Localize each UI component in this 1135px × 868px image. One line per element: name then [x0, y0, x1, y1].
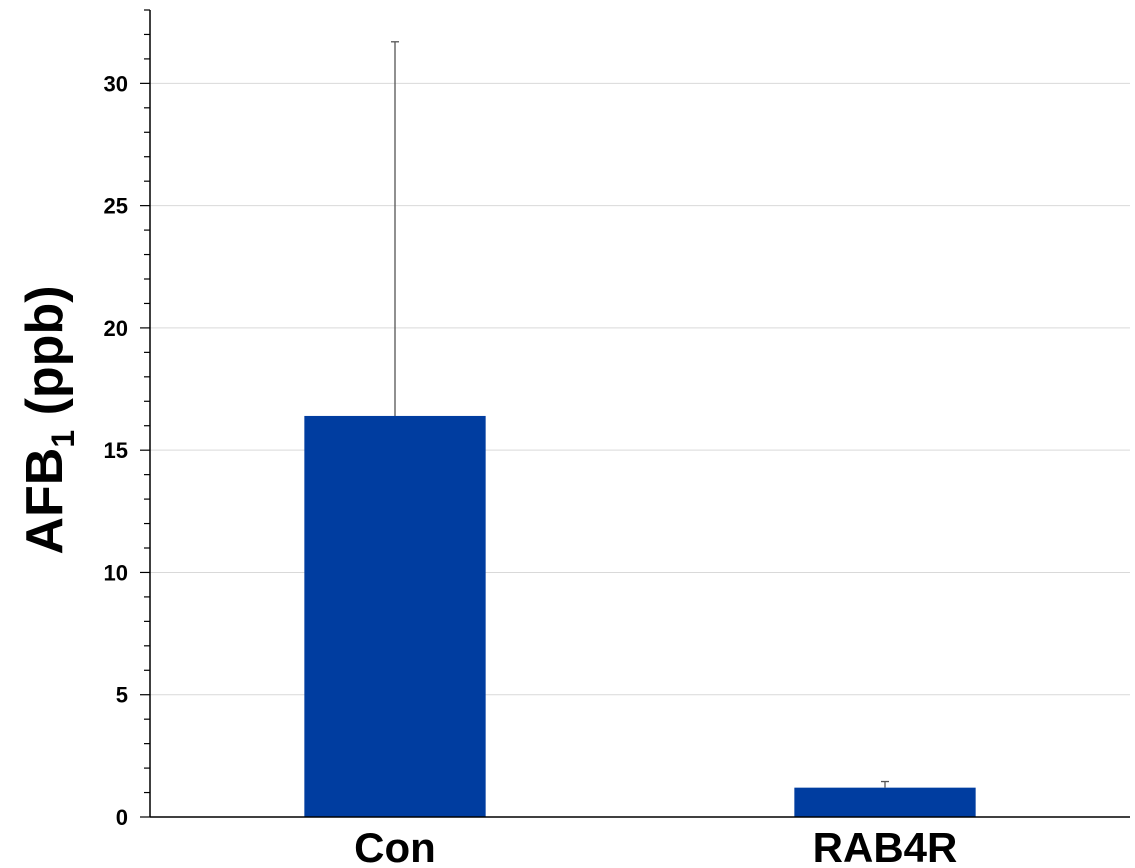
bars — [304, 415, 976, 817]
y-tick-label-10: 10 — [104, 560, 128, 585]
x-tick-label-rab4r: RAB4R — [813, 824, 958, 868]
bar-con — [304, 415, 486, 817]
bar-rab4r — [794, 787, 976, 817]
y-axis-title-main: AFB — [16, 448, 74, 555]
y-ticks: 0 5 10 15 20 25 30 — [104, 9, 150, 830]
grid-lines — [150, 82, 1130, 696]
y-axis-title: AFB1 (ppb) — [16, 285, 81, 554]
y-tick-label-20: 20 — [104, 316, 128, 341]
error-bars — [391, 41, 889, 788]
y-tick-label-5: 5 — [116, 683, 128, 708]
y-tick-label-30: 30 — [104, 71, 128, 96]
x-tick-label-con: Con — [354, 824, 436, 868]
axes — [149, 10, 1130, 818]
y-axis-title-unit: (ppb) — [16, 285, 74, 429]
y-tick-label-0: 0 — [116, 805, 128, 830]
y-tick-label-25: 25 — [104, 194, 128, 219]
y-tick-label-15: 15 — [104, 438, 128, 463]
x-tick-labels: Con RAB4R — [354, 824, 957, 868]
y-axis-title-subscript: 1 — [45, 430, 81, 448]
